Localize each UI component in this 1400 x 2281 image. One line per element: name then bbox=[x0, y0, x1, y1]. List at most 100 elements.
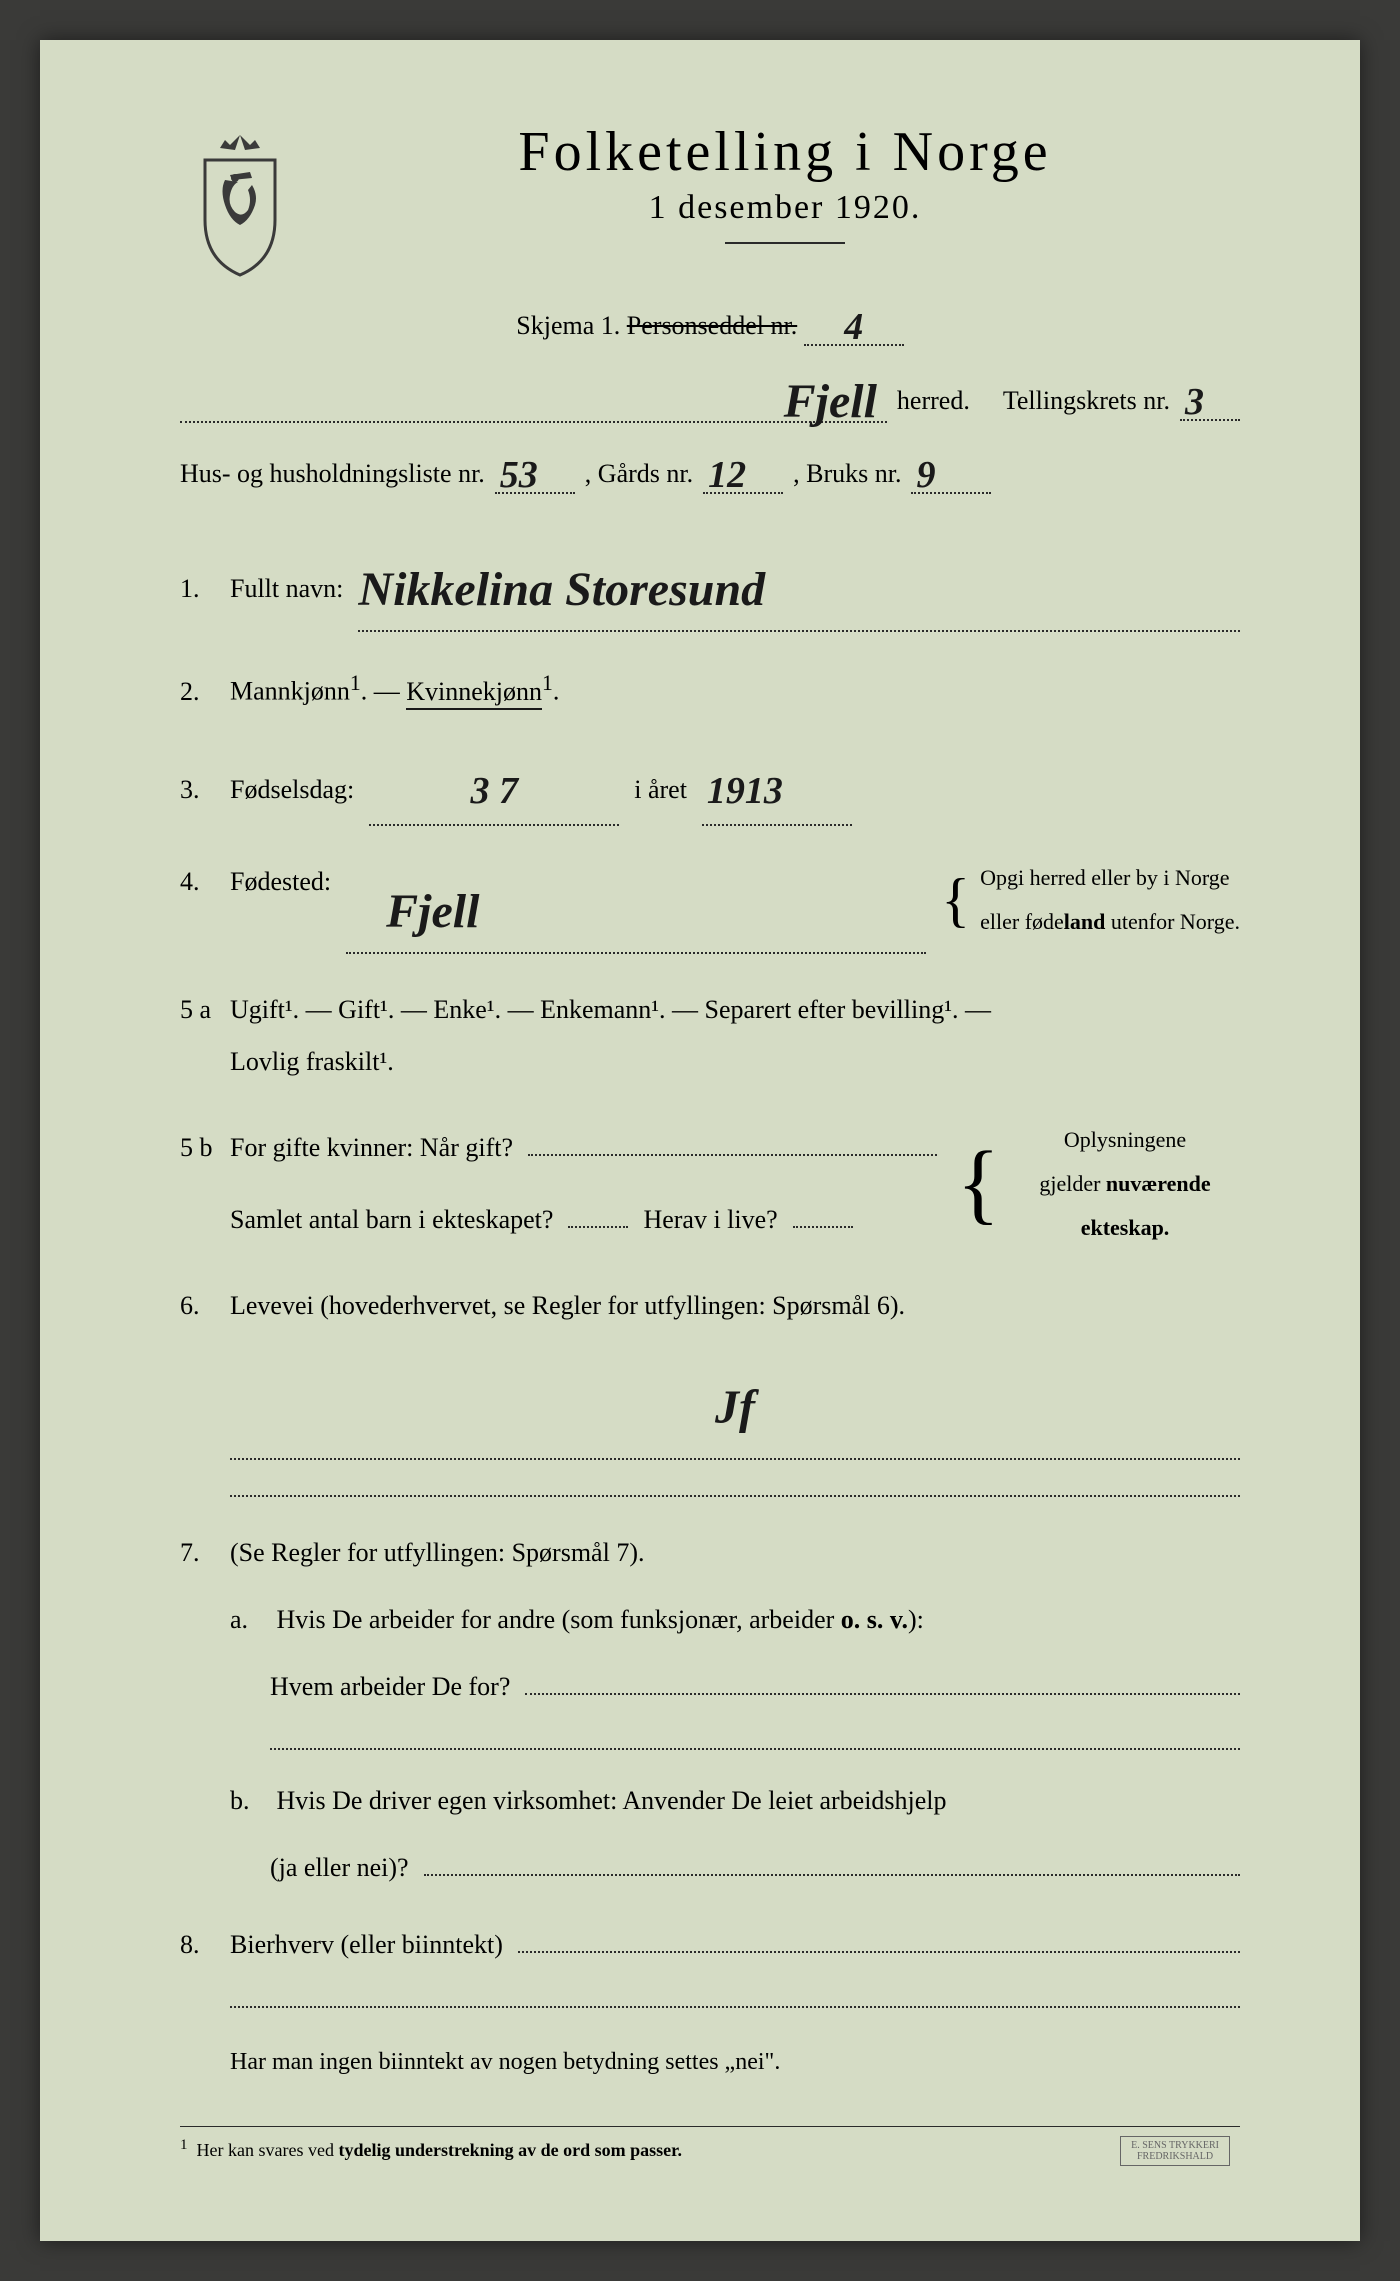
question-8: 8. Bierhverv (eller biinntekt) Har man i… bbox=[180, 1919, 1240, 2086]
tellingskrets-value: 3 bbox=[1185, 380, 1204, 424]
q3-day-value: 3 7 bbox=[470, 753, 518, 829]
q5a-options-line2: Lovlig fraskilt¹. bbox=[230, 1036, 1240, 1088]
q2-sep: . — bbox=[361, 677, 407, 706]
q5b-field2 bbox=[568, 1226, 628, 1228]
q2-sup1: 1 bbox=[350, 671, 361, 695]
q2-sup2: 1 bbox=[542, 671, 553, 695]
herred-value: Fjell bbox=[784, 374, 877, 429]
q5b-label: For gifte kvinner: Når gift? bbox=[230, 1122, 513, 1174]
q8-field2 bbox=[230, 2006, 1240, 2008]
q7-label: (Se Regler for utfyllingen: Spørsmål 7). bbox=[230, 1527, 1240, 1579]
q3-number: 3. bbox=[180, 775, 230, 805]
q6-line2 bbox=[230, 1495, 1240, 1497]
q5b-row2: Samlet antal barn i ekteskapet? Herav i … bbox=[230, 1194, 937, 1246]
q7b-letter: b. bbox=[230, 1775, 270, 1827]
question-7: 7. (Se Regler for utfyllingen: Spørsmål … bbox=[180, 1527, 1240, 1579]
q2-number: 2. bbox=[180, 677, 230, 707]
main-title: Folketelling i Norge bbox=[330, 120, 1240, 184]
q7a-letter: a. bbox=[230, 1594, 270, 1646]
identifiers-line: Hus- og husholdningsliste nr. 53 , Gårds… bbox=[180, 448, 1240, 494]
q6-number: 6. bbox=[180, 1291, 230, 1321]
q6-label: Levevei (hovederhvervet, se Regler for u… bbox=[230, 1280, 1240, 1332]
census-document: Folketelling i Norge 1 desember 1920. Sk… bbox=[40, 40, 1360, 2241]
stamp-line2: FREDRIKSHALD bbox=[1131, 2151, 1219, 2162]
q5b-note-line2: gjelder nuværende bbox=[1010, 1162, 1240, 1206]
q4-number: 4. bbox=[180, 867, 230, 897]
stamp-line1: E. SENS TRYKKERI bbox=[1131, 2140, 1219, 2151]
q5b-field1 bbox=[528, 1154, 937, 1156]
q1-number: 1. bbox=[180, 574, 230, 604]
q3-year-label: i året bbox=[634, 764, 687, 816]
question-7a: a. Hvis De arbeider for andre (som funks… bbox=[230, 1594, 1240, 1750]
q3-year-value: 1913 bbox=[707, 753, 783, 829]
q5b-line2b: Herav i live? bbox=[643, 1194, 777, 1246]
q8-label: Bierhverv (eller biinntekt) bbox=[230, 1919, 503, 1971]
q5b-field3 bbox=[793, 1226, 853, 1228]
q8-content: Bierhverv (eller biinntekt) Har man inge… bbox=[230, 1919, 1240, 2086]
tellingskrets-label: Tellingskrets nr. bbox=[1003, 386, 1170, 416]
title-divider bbox=[725, 242, 845, 244]
footnote: 1 Her kan svares ved tydelig understrekn… bbox=[180, 2126, 1240, 2161]
schema-line: Skjema 1. Personseddel nr. 4 bbox=[180, 300, 1240, 346]
q1-label: Fullt navn: bbox=[230, 563, 343, 615]
q3-label: Fødselsdag: bbox=[230, 764, 354, 816]
herred-field: Fjell bbox=[180, 366, 887, 423]
footnote-text: Her kan svares ved tydelig understreknin… bbox=[197, 2140, 683, 2160]
q7b-line1: Hvis De driver egen virksomhet: Anvender… bbox=[277, 1786, 947, 1815]
gards-field: 12 bbox=[703, 448, 783, 494]
q5b-note-wrapper: { Oplysningene gjelder nuværende ekteska… bbox=[957, 1118, 1240, 1250]
personseddel-value-field: 4 bbox=[804, 300, 904, 346]
q5a-options: Ugift¹. — Gift¹. — Enke¹. — Enkemann¹. —… bbox=[230, 984, 1240, 1036]
question-1: 1. Fullt navn: Nikkelina Storesund bbox=[180, 534, 1240, 632]
tellingskrets-field: 3 bbox=[1180, 375, 1240, 421]
q4-note-wrapper: { Opgi herred eller by i Norge eller fød… bbox=[941, 856, 1240, 944]
q2-male: Mannkjønn bbox=[230, 677, 350, 706]
q3-day-field: 3 7 bbox=[369, 748, 619, 826]
question-7b: b. Hvis De driver egen virksomhet: Anven… bbox=[230, 1775, 1240, 1894]
q3-year-field: 1913 bbox=[702, 748, 852, 826]
q4-note: Opgi herred eller by i Norge eller fødel… bbox=[980, 856, 1240, 944]
q5b-content: For gifte kvinner: Når gift? Samlet anta… bbox=[230, 1118, 1240, 1250]
hushold-label: Hus- og husholdningsliste nr. bbox=[180, 459, 485, 489]
personseddel-value: 4 bbox=[844, 305, 863, 349]
q7-number: 7. bbox=[180, 1538, 230, 1568]
q6-value-wrapper: Jf bbox=[230, 1352, 1240, 1448]
question-6: 6. Levevei (hovederhvervet, se Regler fo… bbox=[180, 1280, 1240, 1497]
hushold-value: 53 bbox=[500, 453, 538, 497]
question-3: 3. Fødselsdag: 3 7 i året 1913 bbox=[180, 748, 1240, 826]
q7b-row2: (ja eller nei)? bbox=[270, 1842, 1240, 1894]
q6-value: Jf bbox=[715, 1360, 755, 1456]
brace-icon: { bbox=[941, 870, 970, 930]
coat-of-arms-icon bbox=[180, 130, 300, 280]
bruks-field: 9 bbox=[911, 448, 991, 494]
q7a-field bbox=[525, 1693, 1240, 1695]
q7a-line1: Hvis De arbeider for andre (som funksjon… bbox=[277, 1605, 924, 1634]
question-4: 4. Fødested: Fjell { Opgi herred eller b… bbox=[180, 856, 1240, 954]
q5a-number: 5 a bbox=[180, 995, 230, 1025]
date-subtitle: 1 desember 1920. bbox=[330, 189, 1240, 227]
footnote-marker: 1 bbox=[180, 2137, 188, 2153]
herred-label: herred. bbox=[897, 386, 970, 416]
q2-content: Mannkjønn1. — Kvinnekjønn1. bbox=[230, 662, 1240, 718]
q5b-note-line3: ekteskap. bbox=[1010, 1206, 1240, 1250]
q8-note: Har man ingen biinntekt av nogen betydni… bbox=[230, 2038, 1240, 2086]
q4-note-line2: eller fødeland utenfor Norge. bbox=[980, 900, 1240, 944]
q1-content: Fullt navn: Nikkelina Storesund bbox=[230, 534, 1240, 632]
q5a-content: Ugift¹. — Gift¹. — Enke¹. — Enkemann¹. —… bbox=[230, 984, 1240, 1088]
document-header: Folketelling i Norge 1 desember 1920. bbox=[180, 120, 1240, 280]
q5b-note-line1: Oplysningene bbox=[1010, 1118, 1240, 1162]
gards-label: , Gårds nr. bbox=[585, 459, 693, 489]
q5b-row1: For gifte kvinner: Når gift? bbox=[230, 1122, 937, 1174]
q4-value: Fjell bbox=[386, 864, 479, 960]
title-block: Folketelling i Norge 1 desember 1920. bbox=[330, 120, 1240, 259]
q4-label: Fødested: bbox=[230, 856, 331, 908]
q5b-line2a: Samlet antal barn i ekteskapet? bbox=[230, 1194, 553, 1246]
q1-value: Nikkelina Storesund bbox=[358, 542, 765, 638]
q4-note-line1: Opgi herred eller by i Norge bbox=[980, 856, 1240, 900]
q4-content: Fødested: Fjell { Opgi herred eller by i… bbox=[230, 856, 1240, 954]
q5b-left: For gifte kvinner: Når gift? Samlet anta… bbox=[230, 1122, 937, 1246]
q7b-line2: (ja eller nei)? bbox=[270, 1842, 409, 1894]
schema-label: Skjema 1. bbox=[516, 311, 620, 340]
q5b-number: 5 b bbox=[180, 1133, 230, 1163]
q6-line1 bbox=[230, 1458, 1240, 1460]
